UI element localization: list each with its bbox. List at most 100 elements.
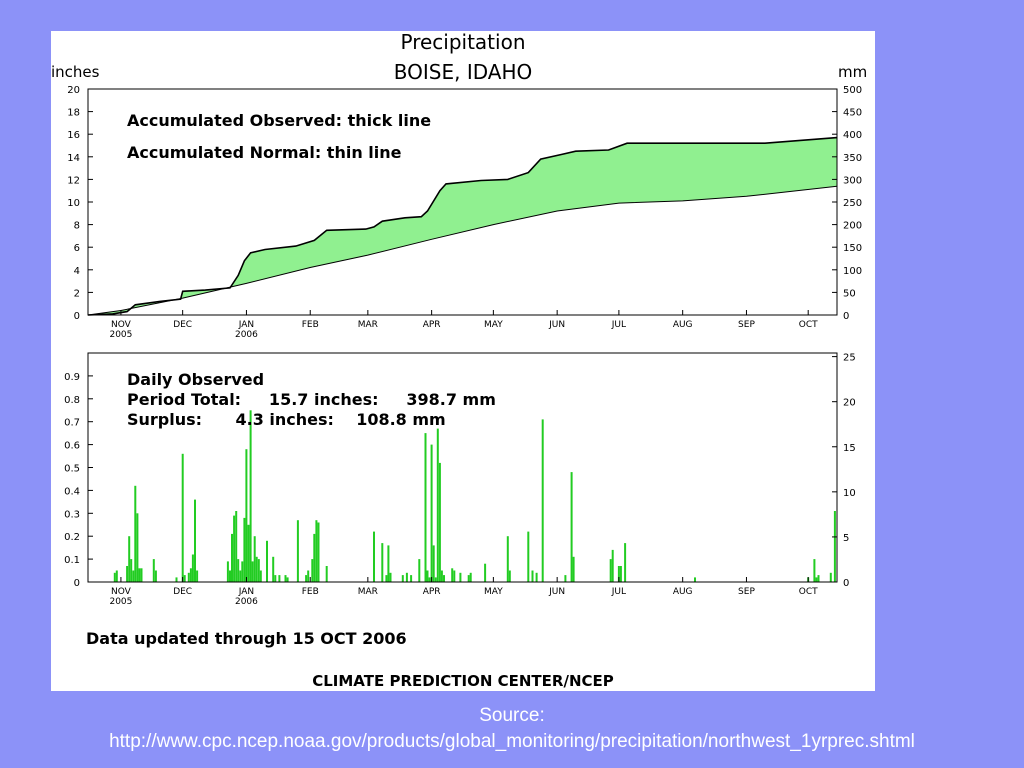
daily-right-tick-label: 0 [843, 578, 849, 589]
daily-bar [154, 570, 157, 582]
acc-left-tick-label: 20 [67, 85, 80, 96]
daily-month-label: AUG [673, 587, 693, 597]
daily-bar [113, 572, 116, 582]
acc-right-tick-label: 100 [843, 266, 862, 277]
daily-bar [418, 559, 421, 582]
daily-bar [115, 570, 118, 582]
daily-bar [247, 524, 250, 583]
acc-left-tick-label: 2 [74, 288, 80, 299]
daily-right-tick-label: 15 [843, 443, 856, 454]
acc-left-tick-label: 6 [74, 243, 80, 254]
acc-left-tick-label: 12 [67, 175, 80, 186]
daily-bar [813, 559, 816, 582]
daily-bar [570, 472, 573, 582]
acc-year-label: 2005 [109, 330, 132, 340]
daily-bar [484, 563, 487, 582]
daily-month-label: SEP [738, 587, 755, 597]
daily-bar [251, 561, 254, 582]
daily-bar [130, 559, 133, 582]
daily-month-label: APR [423, 587, 441, 597]
legend-observed: Accumulated Observed: thick line [127, 111, 431, 130]
daily-bar [237, 559, 240, 582]
daily-bar [440, 570, 443, 582]
source-caption: Source: http://www.cpc.ncep.noaa.gov/pro… [0, 703, 1024, 768]
data-updated-note: Data updated through 15 OCT 2006 [86, 629, 407, 648]
daily-bar [535, 572, 538, 582]
acc-left-tick-label: 8 [74, 221, 80, 232]
daily-bar [815, 577, 818, 582]
daily-bar [317, 522, 320, 582]
daily-bar [572, 556, 575, 582]
surplus-line: Surplus: 4.3 inches: 108.8 mm [127, 410, 446, 429]
accumulated-observed-line [87, 136, 838, 316]
daily-month-label: MAY [484, 587, 503, 597]
daily-right-tick-label: 10 [843, 488, 856, 499]
accumulated-axes: 0246810121416182005010015020025030035040… [67, 85, 862, 340]
daily-left-tick-label: 0.2 [64, 532, 80, 543]
daily-bar [315, 520, 318, 582]
daily-bar [624, 543, 627, 582]
chart-title: Precipitation [400, 31, 525, 54]
daily-bar [325, 566, 328, 582]
acc-left-tick-label: 18 [67, 108, 80, 119]
daily-bar [405, 572, 408, 582]
daily-bar [829, 572, 832, 582]
daily-right-tick-label: 25 [843, 353, 856, 364]
daily-left-tick-label: 0 [74, 578, 80, 589]
acc-month-label: APR [423, 320, 441, 330]
acc-year-label: 2006 [235, 330, 258, 340]
daily-bar [694, 577, 696, 582]
left-axis-unit-label: inches [51, 63, 100, 81]
acc-month-label: JUN [548, 320, 565, 330]
daily-bar [434, 577, 437, 582]
daily-left-tick-label: 0.7 [64, 418, 80, 429]
daily-bar [389, 572, 392, 582]
acc-left-tick-label: 16 [67, 130, 80, 141]
acc-left-tick-label: 0 [74, 311, 80, 322]
daily-bar [229, 570, 231, 582]
daily-bar [385, 575, 388, 582]
daily-bar [136, 513, 139, 582]
acc-right-tick-label: 50 [843, 288, 856, 299]
acc-month-label: MAY [484, 320, 503, 330]
daily-right-tick-label: 20 [843, 398, 856, 409]
acc-month-label: DEC [173, 320, 192, 330]
daily-bar [619, 566, 622, 582]
daily-left-tick-label: 0.1 [64, 555, 80, 566]
daily-left-tick-label: 0.3 [64, 509, 80, 520]
acc-month-label: AUG [673, 320, 693, 330]
daily-bar [257, 559, 260, 582]
daily-bar [183, 575, 186, 582]
daily-bar [259, 570, 262, 582]
daily-bar [443, 575, 445, 582]
daily-bar [126, 566, 129, 582]
acc-month-label: FEB [302, 320, 319, 330]
daily-bar [226, 561, 229, 582]
daily-bar [187, 572, 190, 582]
daily-bar [235, 511, 238, 582]
daily-bar [233, 515, 236, 582]
daily-bar [459, 572, 462, 582]
daily-bar [469, 572, 472, 582]
acc-right-tick-label: 400 [843, 130, 862, 141]
daily-bar [243, 517, 246, 582]
precipitation-figure: Precipitation BOISE, IDAHO inches mm 0 2 4… [51, 31, 867, 690]
daily-bar [231, 533, 233, 582]
accumulated-normal-line [87, 185, 838, 316]
accumulated-precipitation-chart: 0246810121416182005010015020025030035040… [67, 85, 862, 340]
acc-month-label: MAR [358, 320, 378, 330]
acc-left-tick-label: 10 [67, 198, 80, 209]
daily-bar [438, 462, 441, 582]
daily-bar [424, 433, 427, 582]
legend-normal: Accumulated Normal: thin line [127, 143, 402, 162]
daily-bar [132, 570, 135, 582]
credit-line: CLIMATE PREDICTION CENTER/NCEP [312, 672, 614, 690]
daily-year-label: 2005 [109, 597, 132, 607]
daily-left-tick-label: 0.4 [64, 486, 80, 497]
daily-bar [253, 536, 256, 582]
acc-right-tick-label: 200 [843, 221, 862, 232]
daily-bar [249, 410, 252, 583]
daily-bar [278, 575, 281, 582]
right-axis-unit-label: mm [838, 63, 867, 81]
daily-bar [286, 577, 289, 582]
